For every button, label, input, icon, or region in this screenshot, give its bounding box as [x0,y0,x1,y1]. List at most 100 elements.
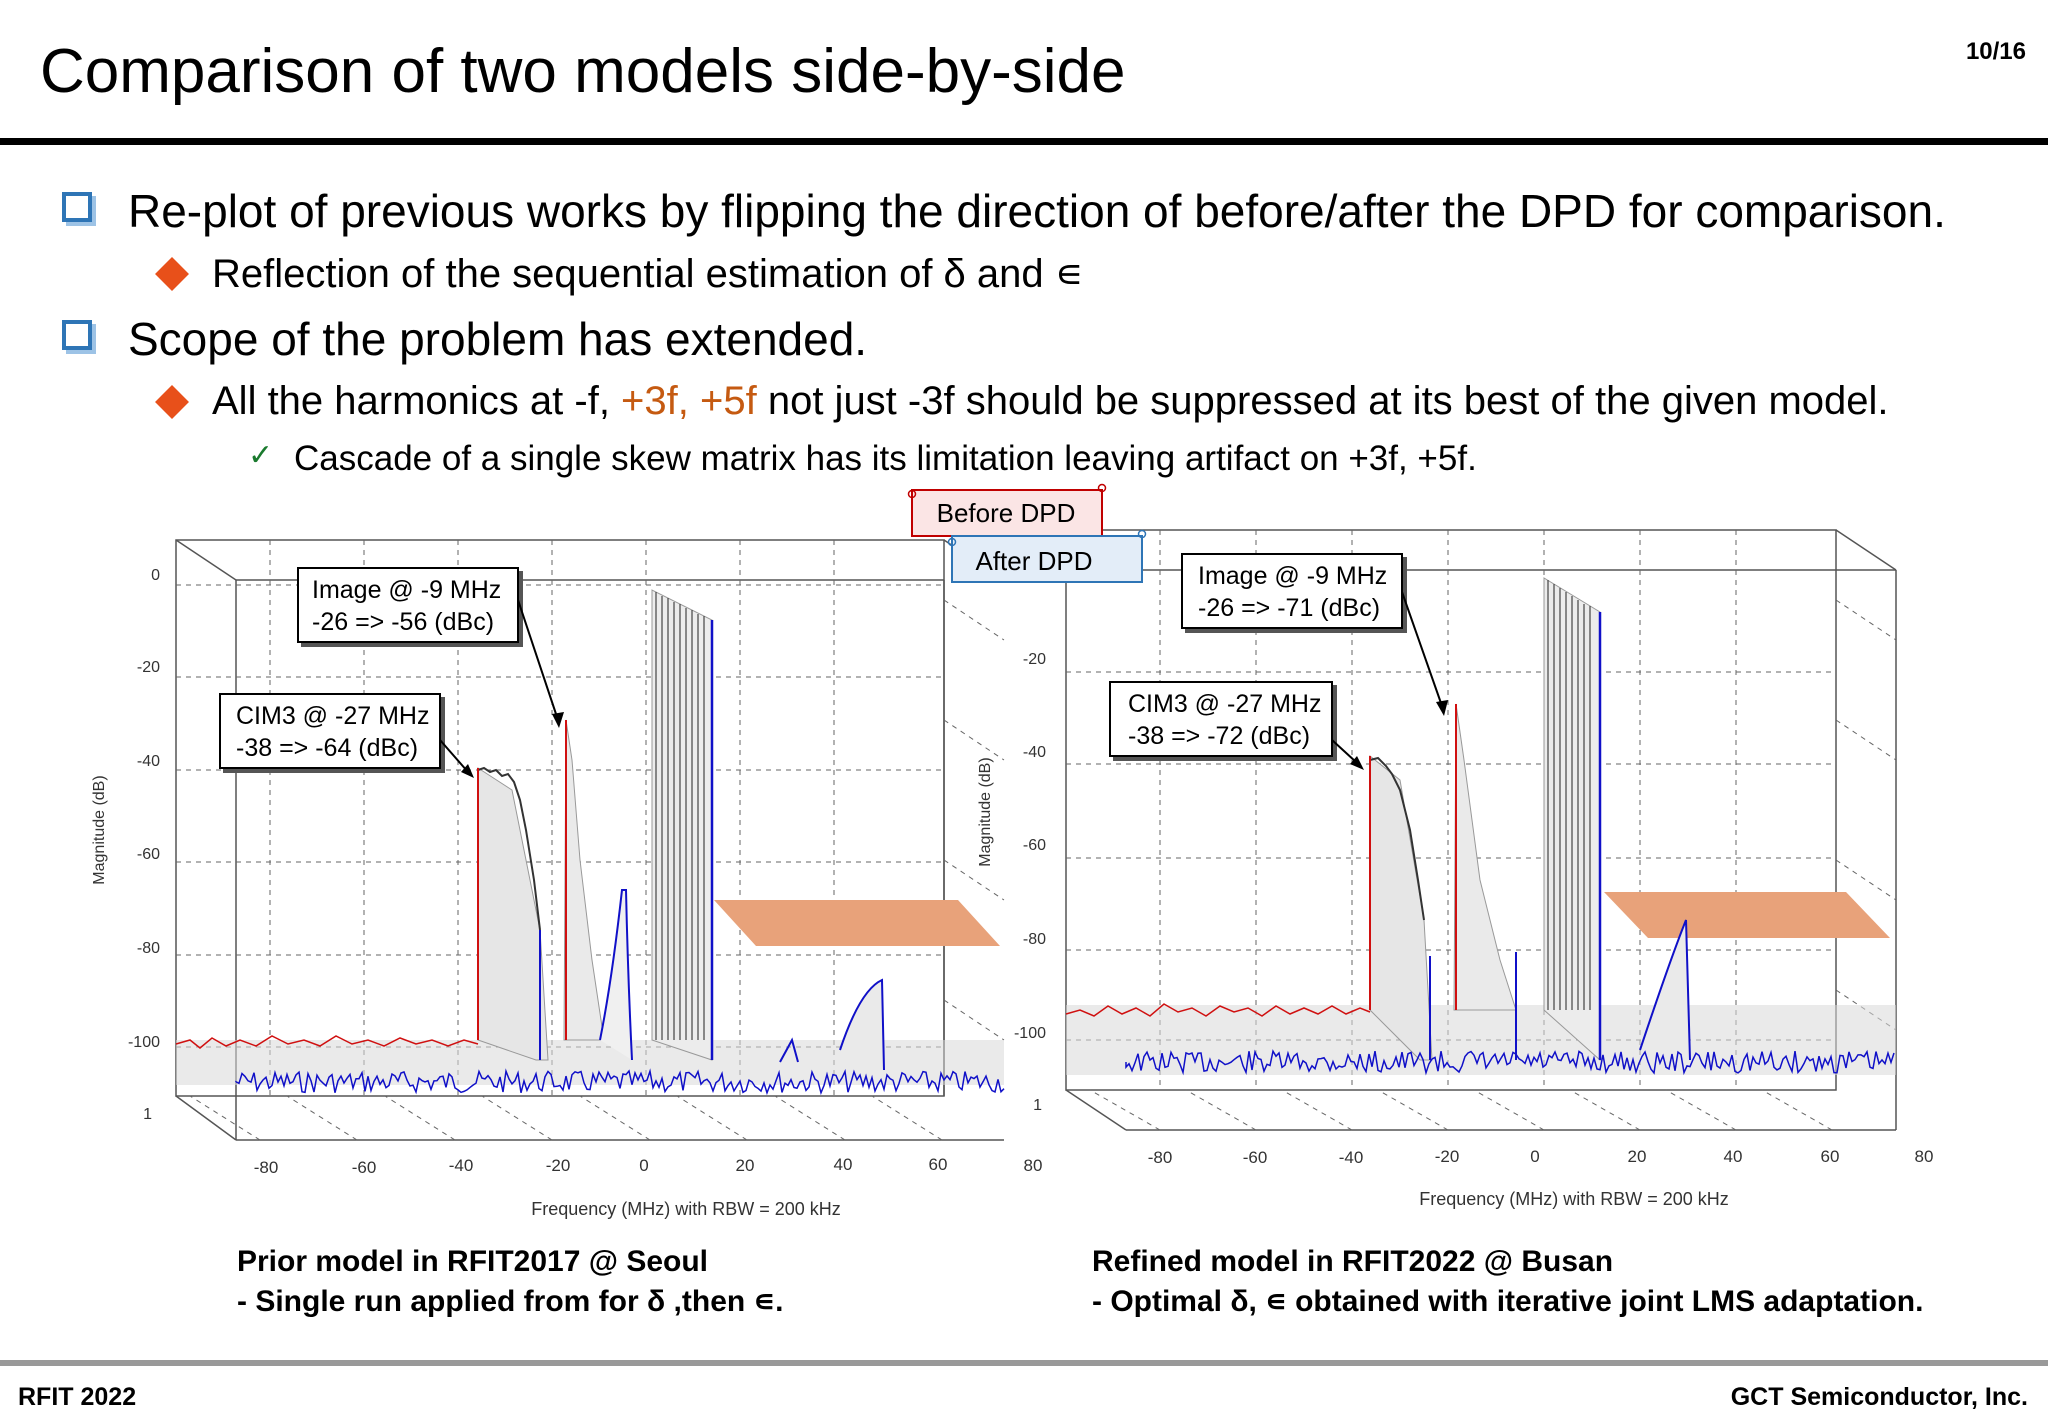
left-ytick: -40 [137,753,160,770]
right-xtick: 20 [1628,1147,1647,1166]
left-before-trace [175,1035,479,1049]
footer-conference: RFIT 2022 [18,1383,137,1411]
left-xtick: 40 [834,1155,853,1174]
callout-line: Image @ -9 MHz [312,576,501,604]
checkmark-icon: ✓ [248,439,274,472]
right-ytick: -80 [1023,931,1046,948]
right-plot: -20 -40 -60 -80 -100 1 Magnitude (dB) -8… [977,529,1934,1209]
right-xlabel: Frequency (MHz) with RBW = 200 kHz [1419,1189,1729,1209]
callout-line: -26 => -71 (dBc) [1198,594,1380,622]
left-ytick: -80 [137,940,160,957]
legend-before-dpd: Before DPD [907,483,1107,537]
right-5f-residual [1639,919,1691,1061]
left-ytick: -100 [128,1034,160,1051]
page-number: 10/16 [1965,38,2026,65]
right-xtick: 80 [1915,1147,1934,1166]
square-bullet-icon [62,192,92,222]
callout-line: -38 => -64 (dBc) [236,734,418,762]
left-5f-residual [839,978,885,1071]
left-after-trace [235,1068,1005,1096]
right-ylabel: Magnitude (dB) [977,757,994,866]
callout-line: CIM3 @ -27 MHz [236,702,429,730]
left-frame-edge [175,1095,237,1141]
left-noise-floor [176,1040,1004,1085]
left-plot: 0 -20 -40 -60 -80 -100 1 Magnitude (dB) … [91,539,1043,1219]
left-cim3-callout: CIM3 @ -27 MHz -38 => -64 (dBc) [219,693,474,778]
square-bullet-icon [62,320,92,350]
left-xtick: -60 [352,1158,377,1177]
right-cim3-peak [1369,754,1433,1061]
harmonics-text-pre: All the harmonics at -f, [212,379,622,423]
right-ytick: -100 [1014,1025,1046,1042]
right-ytick: 1 [1033,1097,1042,1114]
left-back-frame [175,539,945,1097]
left-ytick: -20 [137,659,160,676]
right-xtick: -20 [1435,1147,1460,1166]
right-ytick: -20 [1023,651,1046,668]
bullet-replot: Re-plot of previous works by flipping th… [128,185,1946,237]
left-caption-title: Prior model in RFIT2017 @ Seoul [237,1245,709,1278]
harmonics-highlight: +3f, +5f [621,379,757,423]
callout-line: Image @ -9 MHz [1198,562,1387,590]
left-xtick: 60 [929,1155,948,1174]
left-image-callout: Image @ -9 MHz -26 => -56 (dBc) [297,567,564,728]
right-xtick: -60 [1243,1148,1268,1167]
right-frame-edge [1065,1089,1127,1131]
left-ytick: 1 [143,1106,152,1123]
left-xtick: -20 [546,1156,571,1175]
left-ytick: -60 [137,846,160,863]
right-caption-detail: - Optimal δ, ∊ obtained with iterative j… [1092,1285,1924,1318]
right-after-trace [1125,1049,1895,1076]
legend-after-dpd: After DPD [947,529,1147,583]
left-ytick: 0 [151,567,160,584]
right-artifact-band [1604,892,1890,938]
right-carrier-peak [1543,577,1602,1062]
right-ytick: -60 [1023,837,1046,854]
harmonics-text-post: not just -3f should be suppressed at its… [756,379,1889,423]
left-frame-edge [175,539,237,581]
callout-line: CIM3 @ -27 MHz [1128,690,1321,718]
bullet-harmonics: All the harmonics at -f, +3f, +5f not ju… [212,379,1889,424]
left-xtick: -40 [449,1156,474,1175]
callout-line: -38 => -72 (dBc) [1128,722,1310,750]
legend: Before DPD After DPD [907,483,1147,583]
left-xticks: -80 -60 -40 -20 0 20 40 60 80 [254,1155,1043,1177]
right-image-callout: Image @ -9 MHz -26 => -71 (dBc) [1181,553,1448,716]
right-xtick: 60 [1821,1147,1840,1166]
right-xtick: -40 [1339,1148,1364,1167]
left-caption-detail: - Single run applied from for δ ,then ∊. [237,1285,784,1318]
right-xticks: -80 -60 -40 -20 0 20 40 60 80 [1148,1147,1934,1167]
legend-after-label: After DPD [975,546,1092,576]
left-3f-residual [779,1037,799,1063]
bullet-cascade: Cascade of a single skew matrix has its … [294,439,1477,478]
title-divider [0,138,2048,145]
left-xtick: 80 [1024,1156,1043,1175]
callout-line: -26 => -56 (dBc) [312,608,494,636]
right-xtick: 0 [1530,1147,1539,1166]
left-carrier-peak [651,589,714,1061]
right-before-trace [1065,1003,1371,1017]
right-ytick: -40 [1023,744,1046,761]
right-cim3-callout: CIM3 @ -27 MHz -38 => -72 (dBc) [1109,681,1364,770]
footer-company: GCT Semiconductor, Inc. [1730,1383,2028,1411]
right-noise-floor [1066,1005,1896,1075]
footer-divider [0,1360,2048,1366]
left-yticks: 0 -20 -40 -60 -80 -100 1 [128,567,160,1123]
left-xlabel: Frequency (MHz) with RBW = 200 kHz [531,1199,841,1219]
left-xtick: -80 [254,1158,279,1177]
bullet-scope: Scope of the problem has extended. [128,313,868,365]
left-ylabel: Magnitude (dB) [91,775,108,884]
bullet-reflection: Reflection of the sequential estimation … [212,252,1084,296]
left-image-peak [563,719,633,1061]
right-yticks: -20 -40 -60 -80 -100 1 [1014,651,1046,1114]
left-xtick: 20 [736,1156,755,1175]
right-image-peak [1453,703,1517,1060]
left-artifact-band [714,900,1000,946]
right-caption-title: Refined model in RFIT2022 @ Busan [1092,1245,1614,1278]
slide-title: Comparison of two models side-by-side [40,37,1126,106]
right-frame-edge [1835,529,1897,571]
left-xtick: 0 [639,1156,648,1175]
right-xtick: 40 [1724,1147,1743,1166]
right-back-frame [1065,529,1837,1091]
